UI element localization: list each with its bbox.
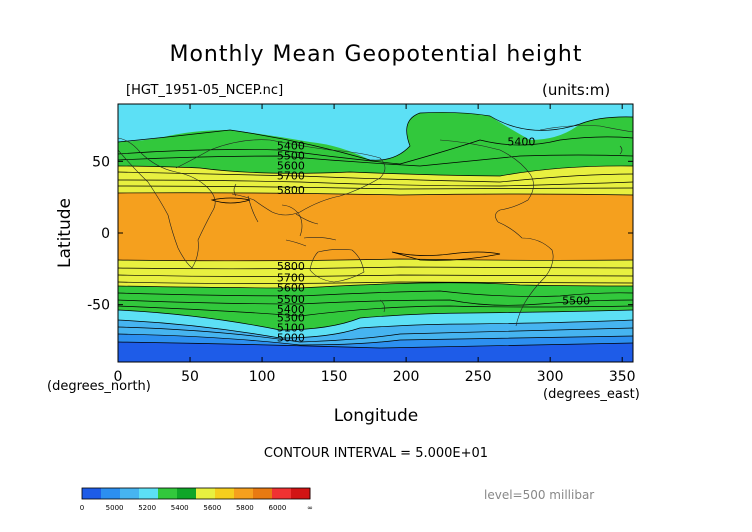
y-tick-label: 0 [101, 226, 110, 242]
contour-label: 5100 [277, 322, 305, 335]
x-axis-ticks: 0 50 100 150 200 250 300 350 [114, 104, 636, 385]
contour-label: 5800 [277, 260, 305, 273]
contour-label: 5600 [277, 281, 305, 294]
x-unit-label: (degrees_east) [543, 387, 640, 402]
y-axis-ticks: 50 0 -50 [87, 154, 633, 314]
colorbar-swatch [196, 488, 216, 499]
band-5300-north [118, 104, 633, 161]
contour-label: 5300 [277, 312, 305, 325]
x-tick-label: 300 [537, 369, 564, 385]
contour-label: 5500 [277, 150, 305, 163]
y-axis-title: Latitude [55, 198, 75, 268]
colorbar-swatch [82, 488, 102, 499]
band-4900-south [118, 342, 633, 362]
contour-label: 5500 [277, 293, 305, 306]
colorbar-label: 5800 [236, 504, 254, 512]
coastlines [118, 125, 633, 327]
colorbar-swatch [101, 488, 121, 499]
source-file-label: [HGT_1951-05_NCEP.nc] [126, 83, 284, 98]
x-tick-label: 50 [181, 369, 199, 385]
x-tick-label: 100 [249, 369, 276, 385]
x-tick-label: 250 [465, 369, 492, 385]
colorbar-label: 6000 [269, 504, 287, 512]
colorbar-swatch [234, 488, 254, 499]
contour-label: 5600 [277, 160, 305, 173]
colorbar-label: 5400 [171, 504, 189, 512]
colorbar-swatch [253, 488, 273, 499]
chart-title: Monthly Mean Geopotential height [169, 42, 583, 67]
x-tick-label: 200 [393, 369, 420, 385]
colorbar-swatch [215, 488, 235, 499]
colorbar-swatch [139, 488, 159, 499]
x-tick-label: 350 [609, 369, 636, 385]
colorbar-swatch [272, 488, 292, 499]
colorbar-label: ∞ [307, 504, 313, 512]
contour-label: 5500 [562, 294, 590, 307]
level-text: level=500 millibar [484, 488, 595, 502]
contour-label: 5000 [277, 332, 305, 345]
colorbar-swatch [158, 488, 178, 499]
contour-labels: 5400550056005700580054005800570056005500… [277, 135, 590, 344]
colorbar: 0 5000 5200 5400 5600 5800 6000 ∞ [80, 487, 313, 512]
y-tick-label: -50 [87, 298, 110, 314]
contour-lines [118, 112, 633, 349]
colorbar-frame [81, 487, 311, 500]
colorbar-label: 0 [80, 504, 84, 512]
colorbar-swatch [291, 488, 311, 499]
colorbar-label: 5200 [138, 504, 156, 512]
y-tick-label: 50 [92, 154, 110, 170]
colorbar-label: 5600 [203, 504, 221, 512]
colorbar-swatch [177, 488, 197, 499]
contour-label: 5700 [277, 271, 305, 284]
colorbar-swatch [120, 488, 140, 499]
contour-label: 5400 [507, 135, 535, 148]
contour-label: 5700 [277, 170, 305, 183]
x-axis-title: Longitude [334, 406, 419, 426]
x-tick-label: 0 [114, 369, 123, 385]
y-unit-label: (degrees_north) [47, 379, 151, 394]
contour-label: 5400 [277, 303, 305, 316]
x-tick-label: 150 [321, 369, 348, 385]
colorbar-label: 5000 [106, 504, 124, 512]
contour-interval-text: CONTOUR INTERVAL = 5.000E+01 [263, 446, 489, 461]
map-field [118, 104, 633, 362]
units-label: (units:m) [542, 81, 611, 99]
contour-label: 5800 [277, 184, 305, 197]
contour-label: 5400 [277, 140, 305, 153]
